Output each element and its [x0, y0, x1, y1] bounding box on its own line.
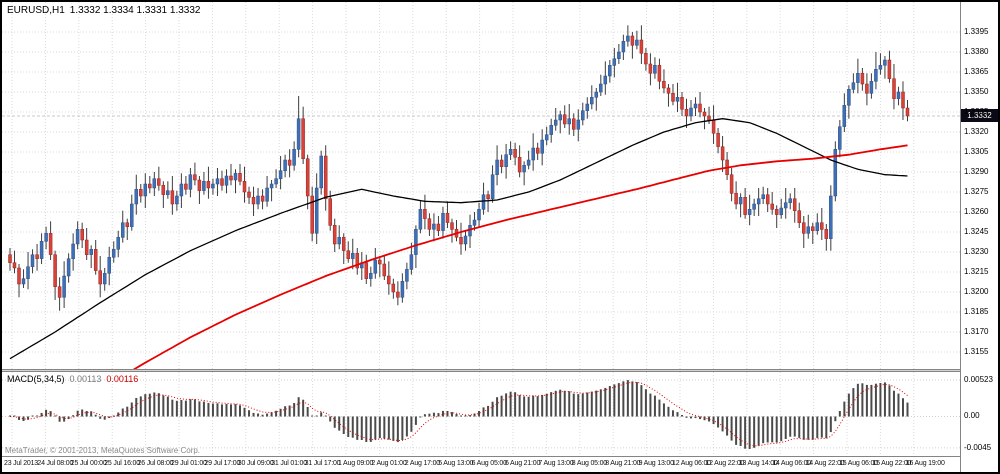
ohlc-values: 1.3332 1.3334 1.3331 1.3332 [69, 5, 201, 16]
price-tick-label: 1.3260 [964, 207, 989, 216]
price-tick-label: 1.3230 [964, 247, 989, 256]
time-tick-label: 12 Aug 06:00 [672, 460, 711, 467]
time-tick-label: 8 Aug 21:00 [605, 460, 641, 467]
time-tick-label: 1 Aug 09:00 [338, 460, 374, 467]
time-tick-label: 15 Aug 06:00 [839, 460, 878, 467]
price-tick-label: 1.3350 [964, 87, 989, 96]
price-tick-label: 1.3200 [964, 287, 989, 296]
macd-label: MACD(5,34,5) 0.00113 0.00116 [7, 374, 138, 384]
price-tick-label: 1.3320 [964, 127, 989, 136]
candlestick-chart[interactable] [2, 2, 960, 369]
current-price-tag: 1.3332 [961, 109, 998, 122]
time-tick-label: 24 Jul 08:00 [37, 460, 74, 467]
macd-histogram-chart[interactable] [2, 372, 960, 456]
time-tick-label: 14 Aug 22:00 [805, 460, 845, 467]
macd-histogram-layer [9, 380, 909, 449]
macd-value: 0.00113 [69, 374, 102, 384]
price-axis-column: 1.3332 1.3395 1.3380 1.3365 1.3350 1.3335 1.3… [960, 2, 998, 472]
time-tick-label: 6 Aug 05:00 [471, 460, 507, 467]
time-tick-label: 8 Aug 05:00 [571, 460, 607, 467]
time-tick-label: 16 Aug 19:00 [905, 460, 945, 467]
time-tick-label: 31 Jul 17:00 [304, 460, 341, 467]
time-tick-label: 13 Aug 14:00 [738, 460, 778, 467]
time-tick-label: 14 Aug 06:00 [772, 460, 812, 467]
price-tick-label: 1.3380 [964, 47, 989, 56]
price-tick-label: 1.3170 [964, 327, 989, 336]
time-tick-label: 5 Aug 13:00 [438, 460, 474, 467]
price-tick-label: 1.3305 [964, 147, 989, 156]
time-tick-label: 7 Aug 13:00 [538, 460, 574, 467]
price-tick-label: 1.3155 [964, 347, 989, 356]
price-tick-label: 1.3395 [964, 27, 989, 36]
price-tick-label: 1.3245 [964, 227, 989, 236]
time-tick-label: 15 Aug 22:00 [872, 460, 912, 467]
time-tick-label: 6 Aug 21:00 [505, 460, 541, 467]
long-ma-red [132, 144, 908, 369]
macd-name: MACD(5,34,5) [7, 374, 65, 384]
candles-layer [8, 25, 910, 311]
price-tick-label: 1.3185 [964, 307, 989, 316]
macd-min-tick: -0.0045 [964, 442, 992, 452]
time-tick-label: 12 Aug 22:00 [705, 460, 745, 467]
time-tick-label: 9 Aug 13:00 [638, 460, 674, 467]
macd-max-tick: 0.00523 [964, 374, 993, 384]
macd-signal-value: 0.00116 [106, 374, 139, 384]
time-tick-label: 30 Jul 09:00 [237, 460, 274, 467]
price-tick-label: 1.3290 [964, 167, 989, 176]
time-tick-label: 29 Jul 01:00 [171, 460, 207, 467]
symbol-period-label: EURUSD,H1 [7, 5, 65, 16]
time-tick-label: 25 Jul 16:00 [104, 460, 140, 467]
time-tick-label: 23 Jul 2013 [4, 460, 38, 467]
macd-axis[interactable]: 0.00523 0.00 -0.0045 [961, 372, 998, 456]
price-tick-label: 1.3365 [964, 67, 989, 76]
price-tick-label: 1.3335 [964, 107, 989, 116]
time-tick-label: 25 Jul 00:00 [70, 460, 107, 467]
macd-grid-layer [2, 372, 960, 456]
time-tick-label: 2 Aug 17:00 [404, 460, 440, 467]
chart-plot-column: EURUSD,H1 1.3332 1.3334 1.3331 1.3332 MAC… [2, 2, 960, 472]
macd-indicator-pane[interactable]: MACD(5,34,5) 0.00113 0.00116 MetaTrader, ©… [2, 372, 960, 456]
copyright-text: MetaTrader, © 2001-2013, MetaQuotes Soft… [5, 446, 201, 455]
macd-signal-line [9, 381, 908, 447]
moving-averages-layer [9, 118, 908, 369]
time-tick-label: 2 Aug 01:00 [371, 460, 407, 467]
price-axis[interactable]: 1.3332 1.3395 1.3380 1.3365 1.3350 1.3335 1.3… [961, 2, 998, 372]
price-tick-label: 1.3215 [964, 267, 989, 276]
pane-separator[interactable] [2, 369, 960, 372]
chart-ohlc-header: EURUSD,H1 1.3332 1.3334 1.3331 1.3332 [7, 5, 205, 16]
price-tick-label: 1.3275 [964, 187, 989, 196]
time-axis[interactable]: 23 Jul 2013 24 Jul 08:00 25 Jul 00:00 25 Ju… [2, 456, 960, 472]
time-tick-label: 29 Jul 17:00 [204, 460, 241, 467]
price-chart-pane[interactable]: EURUSD,H1 1.3332 1.3334 1.3331 1.3332 [2, 2, 960, 369]
time-tick-label: 31 Jul 01:00 [271, 460, 307, 467]
time-tick-label: 26 Jul 08:00 [137, 460, 174, 467]
slow-ma-black [9, 118, 908, 360]
macd-zero-tick: 0.00 [964, 411, 980, 421]
